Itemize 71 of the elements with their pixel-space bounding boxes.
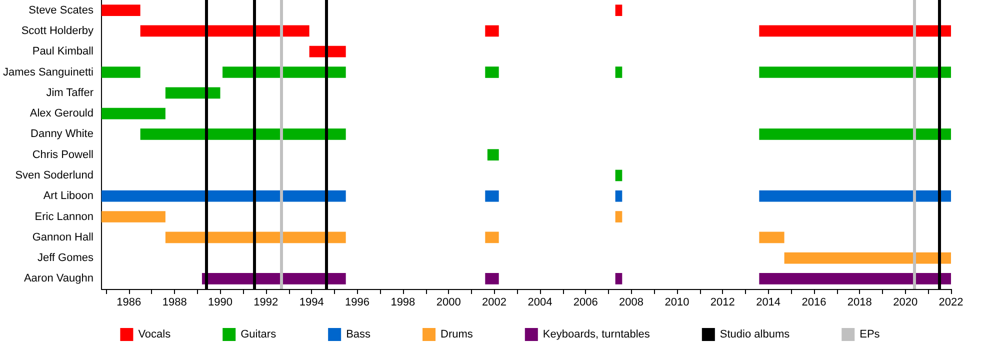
y-tick-label: Jeff Gomes — [37, 252, 94, 264]
bar — [485, 25, 499, 37]
bar — [485, 190, 499, 202]
bar — [784, 252, 951, 264]
y-tick-label: James Sanguinetti — [3, 66, 94, 78]
x-tick-label: 2000 — [436, 296, 461, 308]
y-tick-label: Scott Holderby — [21, 24, 94, 37]
x-tick-label: 2020 — [893, 296, 918, 308]
y-tick-label: Steve Scates — [28, 4, 94, 16]
x-tick-label: 1994 — [299, 296, 324, 308]
bar — [140, 25, 310, 37]
legend-label: Guitars — [240, 328, 277, 340]
bar — [759, 190, 951, 202]
legend-label: Bass — [346, 328, 372, 340]
bar — [309, 46, 346, 58]
bar — [487, 149, 499, 160]
y-tick-label: Danny White — [30, 128, 94, 140]
bar — [759, 25, 951, 37]
bar — [615, 211, 622, 222]
bar — [759, 232, 784, 244]
x-tick-label: 1992 — [254, 296, 278, 308]
bar — [102, 4, 140, 16]
bar — [615, 273, 622, 284]
bar — [140, 128, 346, 140]
legend-label: Drums — [440, 328, 474, 340]
bar — [102, 66, 140, 78]
bar — [615, 66, 622, 78]
bar — [102, 190, 346, 202]
bar — [759, 128, 951, 140]
bar — [485, 232, 499, 244]
legend-label: Keyboards, turntables — [542, 328, 650, 340]
bar — [165, 232, 346, 244]
legend-label: EPs — [860, 328, 880, 340]
y-tick-label: Paul Kimball — [32, 46, 94, 58]
bar — [485, 66, 499, 78]
bar — [615, 4, 622, 16]
x-tick-label: 1996 — [345, 296, 370, 308]
bar — [759, 273, 951, 284]
x-tick-label: 2006 — [573, 296, 598, 308]
bar — [485, 273, 499, 284]
y-tick-label: Art Liboon — [43, 190, 94, 202]
bar — [615, 190, 622, 202]
x-tick-label: 2014 — [756, 296, 781, 308]
bar — [102, 211, 166, 222]
x-tick-label: 2008 — [619, 296, 644, 308]
y-tick-label: Chris Powell — [32, 148, 94, 161]
y-tick-label: Alex Gerould — [30, 108, 94, 120]
x-tick-label: 2012 — [710, 296, 735, 308]
y-tick-label: Eric Lannon — [34, 210, 94, 223]
x-tick-label: 2016 — [802, 296, 826, 308]
bar — [615, 170, 622, 182]
x-tick-label: 2022 — [938, 296, 964, 308]
bar — [202, 273, 346, 284]
y-tick-label: Aaron Vaughn — [24, 272, 94, 285]
x-tick-label: 2002 — [482, 296, 507, 308]
x-tick-label: 1988 — [162, 296, 187, 308]
x-tick-label: 2004 — [528, 296, 552, 308]
legend-label: Vocals — [138, 328, 172, 340]
x-tick-label: 1998 — [390, 296, 416, 308]
x-tick-label: 2018 — [847, 296, 872, 308]
bar — [759, 66, 951, 78]
legend-label: Studio albums — [720, 328, 790, 340]
y-tick-label: Jim Taffer — [46, 86, 94, 99]
x-tick-label: 1986 — [116, 296, 142, 308]
bar — [222, 66, 346, 78]
x-tick-label: 1990 — [208, 296, 232, 308]
x-tick-label: 2010 — [664, 296, 690, 308]
y-tick-label: Sven Soderlund — [15, 169, 94, 182]
bar — [102, 108, 166, 120]
bar — [165, 87, 220, 99]
y-tick-label: Gannon Hall — [32, 231, 94, 244]
